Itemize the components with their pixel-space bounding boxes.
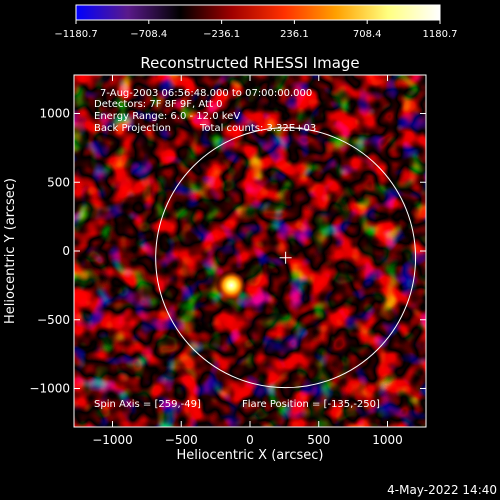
peak-source (217, 271, 246, 300)
y-axis-ticks: −1000 −500 0 500 1000 (29, 107, 426, 396)
chart-title: Reconstructed RHESSI Image (140, 54, 359, 72)
colorbar-tick-label: −1180.7 (54, 29, 97, 40)
x-tick-label: −1000 (92, 433, 133, 447)
y-tick-label: −500 (37, 313, 70, 327)
colorbar (75, 4, 441, 21)
colorbar-tick-label: 708.4 (353, 29, 382, 40)
annotation-time-range: 7-Aug-2003 06:56:48.000 to 07:00:00.000 (100, 88, 312, 99)
y-tick-label: 1000 (39, 107, 70, 121)
x-tick-label: 1000 (372, 433, 403, 447)
annotation-detectors: Detectors: 7F 8F 9F, Att 0 (94, 99, 222, 110)
footer-date: 4-May-2022 14:40 (387, 483, 497, 497)
y-tick-label: 0 (62, 244, 70, 258)
y-tick-label: 500 (47, 175, 70, 189)
colorbar-tick-label: 236.1 (280, 29, 309, 40)
annotation-method: Back Projection (94, 123, 171, 134)
x-tick-label: 500 (307, 433, 330, 447)
x-tick-label: 0 (246, 433, 254, 447)
colorbar-ticks: −1180.7 −708.4 −236.1 236.1 708.4 1180.7 (54, 20, 458, 40)
sun-center-marker (279, 251, 292, 264)
solar-limb-circle (155, 127, 417, 389)
annotation-flare-position: Flare Position = [-135,-250] (242, 399, 380, 410)
annotation-spin-axis: Spin Axis = [259,-49] (94, 399, 201, 410)
y-axis-label: Heliocentric Y (arcsec) (3, 178, 18, 324)
info-annotations: 7-Aug-2003 06:56:48.000 to 07:00:00.000 … (94, 88, 380, 410)
y-tick-label: −1000 (29, 382, 70, 396)
colorbar-tick-label: 1180.7 (423, 29, 458, 40)
colorbar-tick-label: −708.4 (130, 29, 167, 40)
x-axis-label: Heliocentric X (arcsec) (177, 448, 324, 463)
plot-image (74, 75, 426, 427)
annotation-total-counts: Total counts: 3.32E+03 (199, 123, 316, 134)
annotation-energy-range: Energy Range: 6.0 - 12.0 keV (94, 111, 240, 122)
x-tick-label: −500 (165, 433, 198, 447)
colorbar-tick-label: −236.1 (203, 29, 240, 40)
x-axis-ticks: −1000 −500 0 500 1000 (92, 75, 403, 447)
